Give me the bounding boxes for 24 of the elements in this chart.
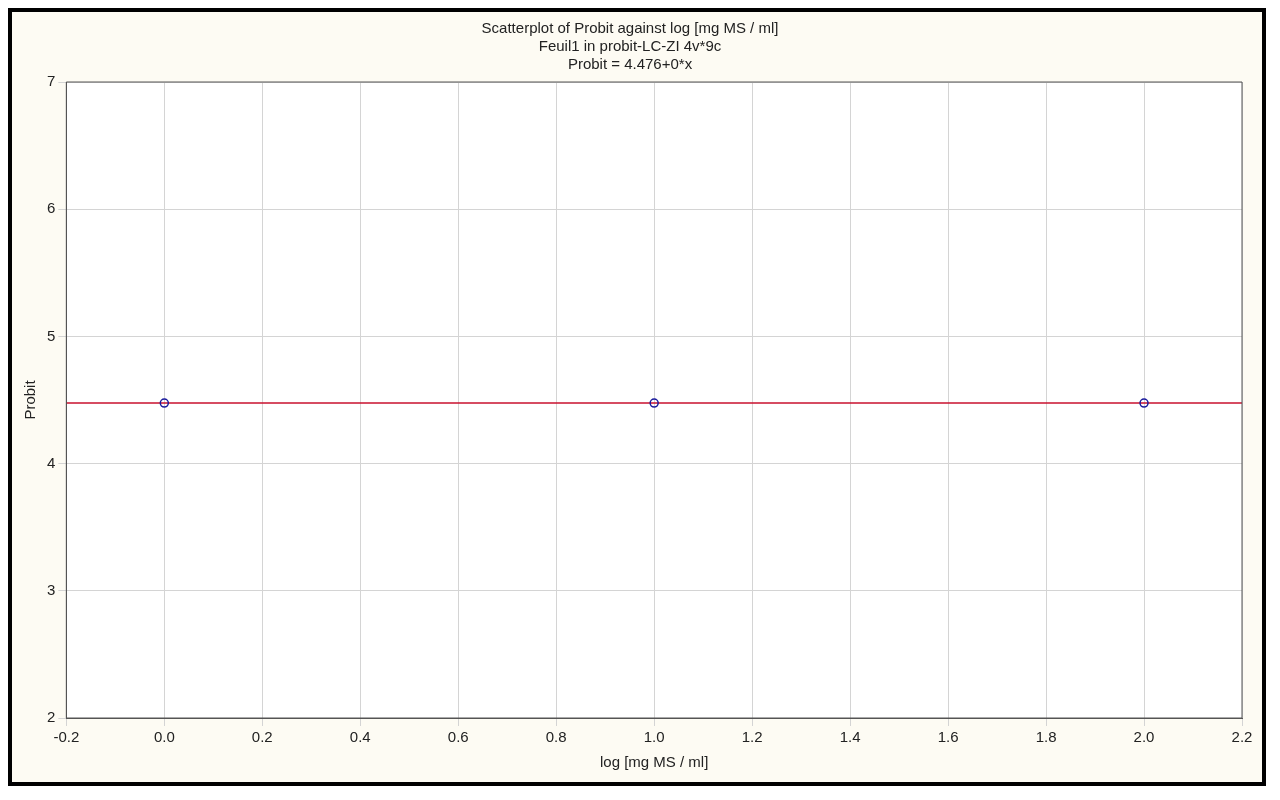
chart-title: Scatterplot of Probit against log [mg MS / ml] bbox=[481, 19, 779, 37]
y-tick-label: 4 bbox=[47, 453, 56, 471]
x-tick-label: 1.6 bbox=[937, 728, 959, 746]
y-tick-label: 3 bbox=[47, 580, 56, 598]
x-tick-label: 0.0 bbox=[153, 728, 175, 746]
y-tick-label: 2 bbox=[47, 708, 56, 726]
x-tick-label: 2.2 bbox=[1231, 728, 1253, 746]
x-tick-label: 0.2 bbox=[251, 728, 273, 746]
x-tick-label: 2.0 bbox=[1133, 728, 1155, 746]
y-tick-label: 7 bbox=[47, 72, 56, 90]
x-tick-label: 0.6 bbox=[447, 728, 469, 746]
x-tick-label: 0.8 bbox=[545, 728, 567, 746]
x-tick-label: 1.4 bbox=[839, 728, 861, 746]
x-tick-label: 1.2 bbox=[741, 728, 763, 746]
chart-subtitle: Feuil1 in probit-LC-ZI 4v*9c bbox=[538, 37, 722, 55]
x-tick-label: 1.8 bbox=[1035, 728, 1057, 746]
x-tick-label: 0.4 bbox=[349, 728, 371, 746]
x-tick-label: -0.2 bbox=[53, 728, 80, 746]
y-tick-label: 6 bbox=[47, 199, 56, 217]
y-tick-label: 5 bbox=[47, 326, 56, 344]
x-tick-label: 1.0 bbox=[643, 728, 665, 746]
x-axis-title: log [mg MS / ml] bbox=[599, 753, 709, 771]
y-axis-title: Probit bbox=[21, 379, 39, 420]
text: Probit = 4.476+0*x bbox=[567, 55, 693, 73]
